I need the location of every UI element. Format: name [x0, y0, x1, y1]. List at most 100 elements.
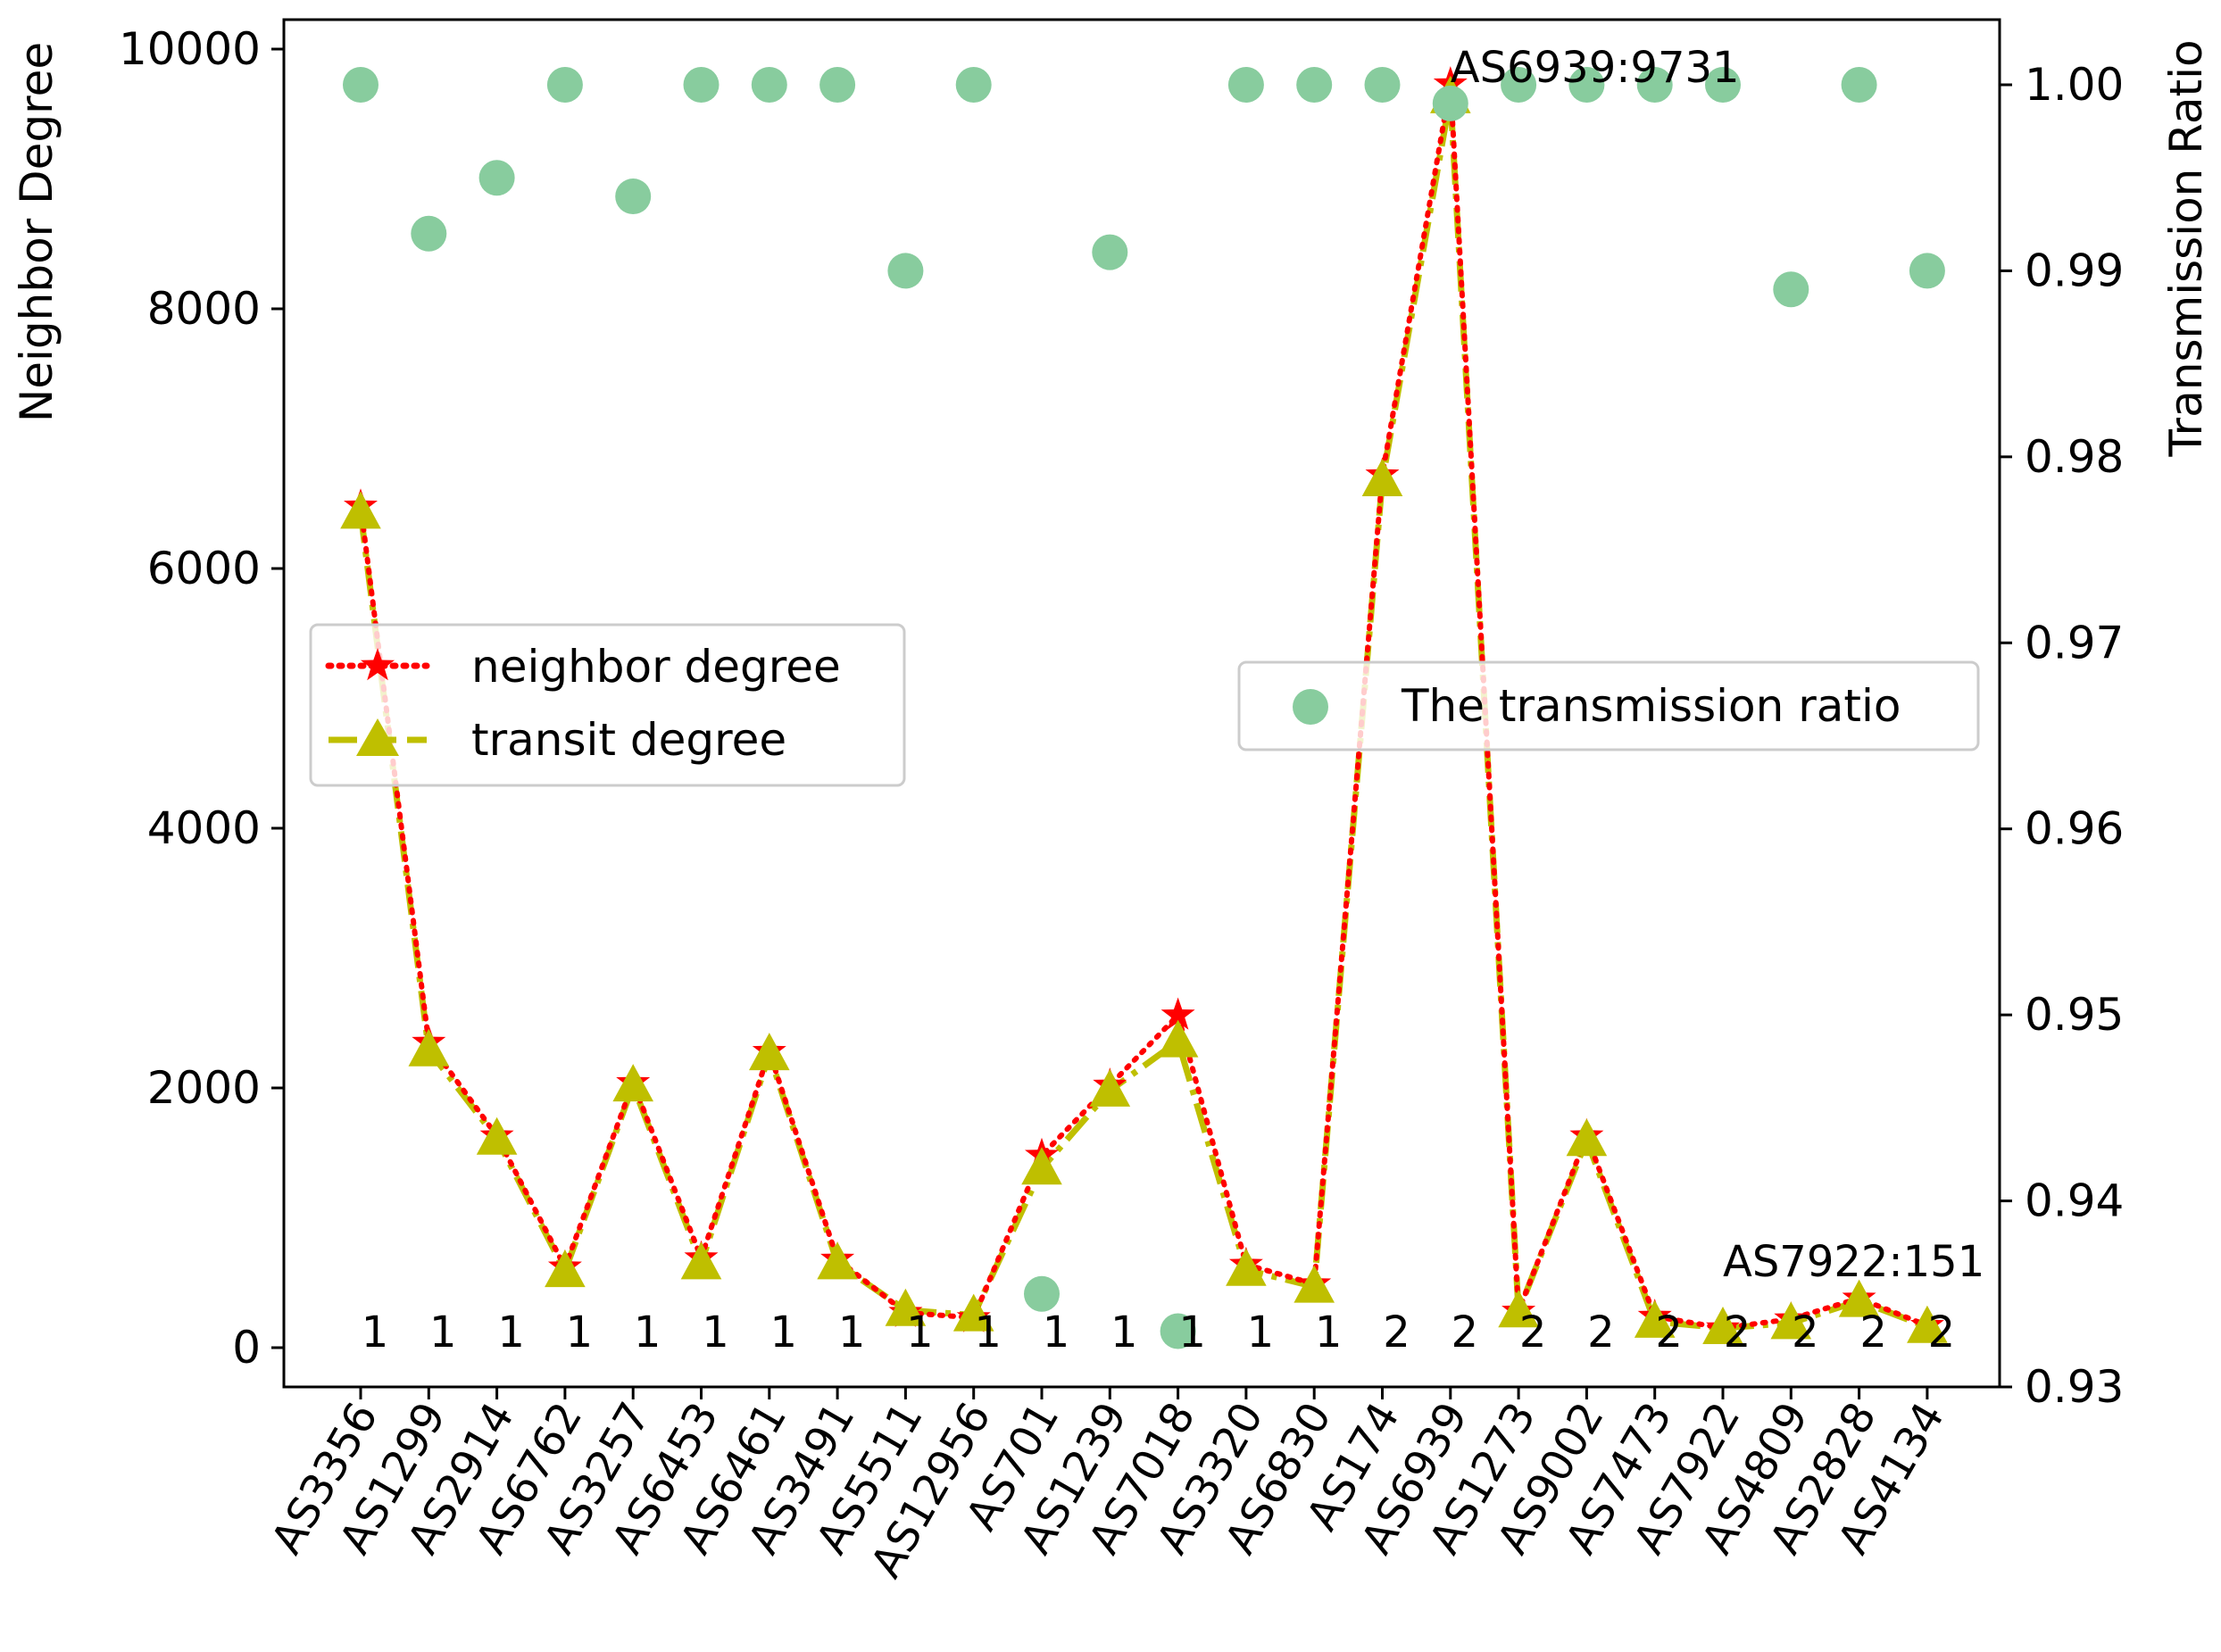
- transit-degree-point: [1566, 1118, 1608, 1157]
- transmission-ratio-point: [1773, 271, 1809, 308]
- transit-degree-point: [1702, 1307, 1743, 1345]
- transit-degree-point: [1498, 1290, 1539, 1328]
- transmission-ratio-point: [819, 67, 856, 103]
- transit-degree-point: [1770, 1301, 1812, 1340]
- y2-tick-label: 0.97: [2025, 617, 2124, 668]
- series-layer: [340, 66, 1948, 1349]
- y2-tick-label: 0.94: [2025, 1175, 2124, 1227]
- transmission-ratio-point: [478, 160, 515, 196]
- transit-degree-point: [1838, 1279, 1880, 1317]
- legend-neighbor-star-icon: [361, 648, 395, 681]
- transit-degree-point: [1634, 1299, 1676, 1338]
- category-number-label: 2: [1928, 1307, 1956, 1357]
- y-tick-label: 8000: [147, 283, 261, 335]
- category-number-label: 2: [1655, 1307, 1683, 1357]
- category-number-label: 1: [497, 1307, 525, 1357]
- category-number-label: 2: [1792, 1307, 1819, 1357]
- transmission-ratio-point: [751, 67, 787, 103]
- annotation: AS6939:9731: [1451, 43, 1740, 93]
- category-number-label: 1: [702, 1307, 729, 1357]
- transmission-ratio-point: [1296, 67, 1333, 103]
- category-number-label: 2: [1587, 1307, 1615, 1357]
- transmission-ratio-point: [1705, 67, 1741, 103]
- y-tick-label: 10000: [119, 23, 261, 75]
- y-axis-label: Neighbor Degree: [11, 42, 62, 422]
- annotation: AS7922:151: [1723, 1237, 1984, 1287]
- neighbor-degree-point: [1160, 997, 1195, 1030]
- y2-tick-label: 0.96: [2025, 803, 2124, 855]
- transit-degree-point: [612, 1064, 653, 1102]
- category-number-label: 1: [1110, 1307, 1138, 1357]
- legend-left: neighbor degree transit degree: [309, 623, 906, 787]
- category-number-label: 1: [1178, 1307, 1206, 1357]
- legend-right-box: [1237, 660, 1980, 751]
- y-tick-label: 0: [232, 1322, 261, 1374]
- category-number-label: 2: [1383, 1307, 1410, 1357]
- category-number-label: 1: [974, 1307, 1002, 1357]
- category-number-label: 1: [1247, 1307, 1275, 1357]
- transmission-ratio-point: [411, 215, 447, 252]
- transmission-ratio-point: [1501, 67, 1537, 103]
- transmission-ratio-point: [1024, 1275, 1060, 1312]
- transit-degree-point: [1157, 1019, 1199, 1058]
- legend-ratio-circle-icon: [1293, 689, 1328, 725]
- transit-degree-point: [408, 1028, 450, 1067]
- category-number-label: 1: [770, 1307, 798, 1357]
- transmission-ratio-point: [1160, 1313, 1196, 1349]
- transit-degree-point: [952, 1293, 994, 1332]
- legend-left-box: [309, 623, 906, 787]
- transit-degree-point: [1089, 1068, 1131, 1107]
- y2-tick-label: 0.99: [2025, 245, 2124, 296]
- plot-frame: [282, 18, 2001, 1389]
- transit-degree-point: [817, 1241, 858, 1280]
- transit-degree-point: [1907, 1305, 1948, 1343]
- transit-degree-point: [1361, 459, 1403, 497]
- category-number-label: 1: [906, 1307, 934, 1357]
- transmission-ratio-point: [887, 253, 924, 289]
- transmission-ratio-point: [1092, 234, 1128, 270]
- transmission-ratio-point: [1227, 67, 1264, 103]
- category-number-label: 1: [429, 1307, 457, 1357]
- y2-axis-label: Transmission Ratio: [2160, 39, 2212, 457]
- transmission-ratio-point: [1432, 85, 1468, 121]
- transmission-ratio-point: [1568, 67, 1605, 103]
- category-number-label: 1: [634, 1307, 661, 1357]
- transit-degree-point: [885, 1288, 927, 1326]
- transmission-ratio-point: [343, 67, 378, 103]
- category-number-label: 2: [1859, 1307, 1887, 1357]
- transmission-ratio-point: [955, 67, 992, 103]
- category-number-label: 2: [1519, 1307, 1547, 1357]
- y2-tick-label: 0.95: [2025, 989, 2124, 1041]
- transmission-ratio-point: [1364, 67, 1401, 103]
- y2-tick-label: 1.00: [2025, 59, 2124, 111]
- transit-degree-point: [340, 491, 381, 529]
- transit-degree-point: [1294, 1265, 1335, 1303]
- legend-right: The transmission ratio: [1237, 660, 1980, 751]
- category-number-label: 1: [1315, 1307, 1343, 1357]
- y-tick-label: 2000: [147, 1062, 261, 1114]
- transmission-ratio-point: [546, 67, 583, 103]
- legend-ratio-label: The transmission ratio: [1401, 680, 1901, 732]
- transit-degree-point: [1226, 1248, 1267, 1286]
- y2-tick-label: 0.98: [2025, 431, 2124, 483]
- transit-degree-point: [545, 1249, 586, 1288]
- y-tick-label: 4000: [147, 802, 261, 854]
- transit-degree-point: [476, 1117, 518, 1155]
- transit-degree-point: [749, 1033, 790, 1071]
- legend-neighbor-label: neighbor degree: [471, 641, 841, 693]
- y2-tick-label: 0.93: [2025, 1361, 2124, 1413]
- category-number-label: 1: [362, 1307, 389, 1357]
- category-number-label: 2: [1724, 1307, 1751, 1357]
- category-number-label: 2: [1452, 1307, 1479, 1357]
- transmission-ratio-point: [1636, 67, 1673, 103]
- legend-transit-label: transit degree: [471, 714, 786, 766]
- transmission-ratio-point: [683, 67, 720, 103]
- transit-degree-point: [680, 1241, 722, 1280]
- neighbor-degree-line: [358, 83, 1930, 1332]
- transmission-ratio-point: [1909, 253, 1945, 289]
- category-number-label: 1: [1043, 1307, 1070, 1357]
- category-number-label: 1: [838, 1307, 866, 1357]
